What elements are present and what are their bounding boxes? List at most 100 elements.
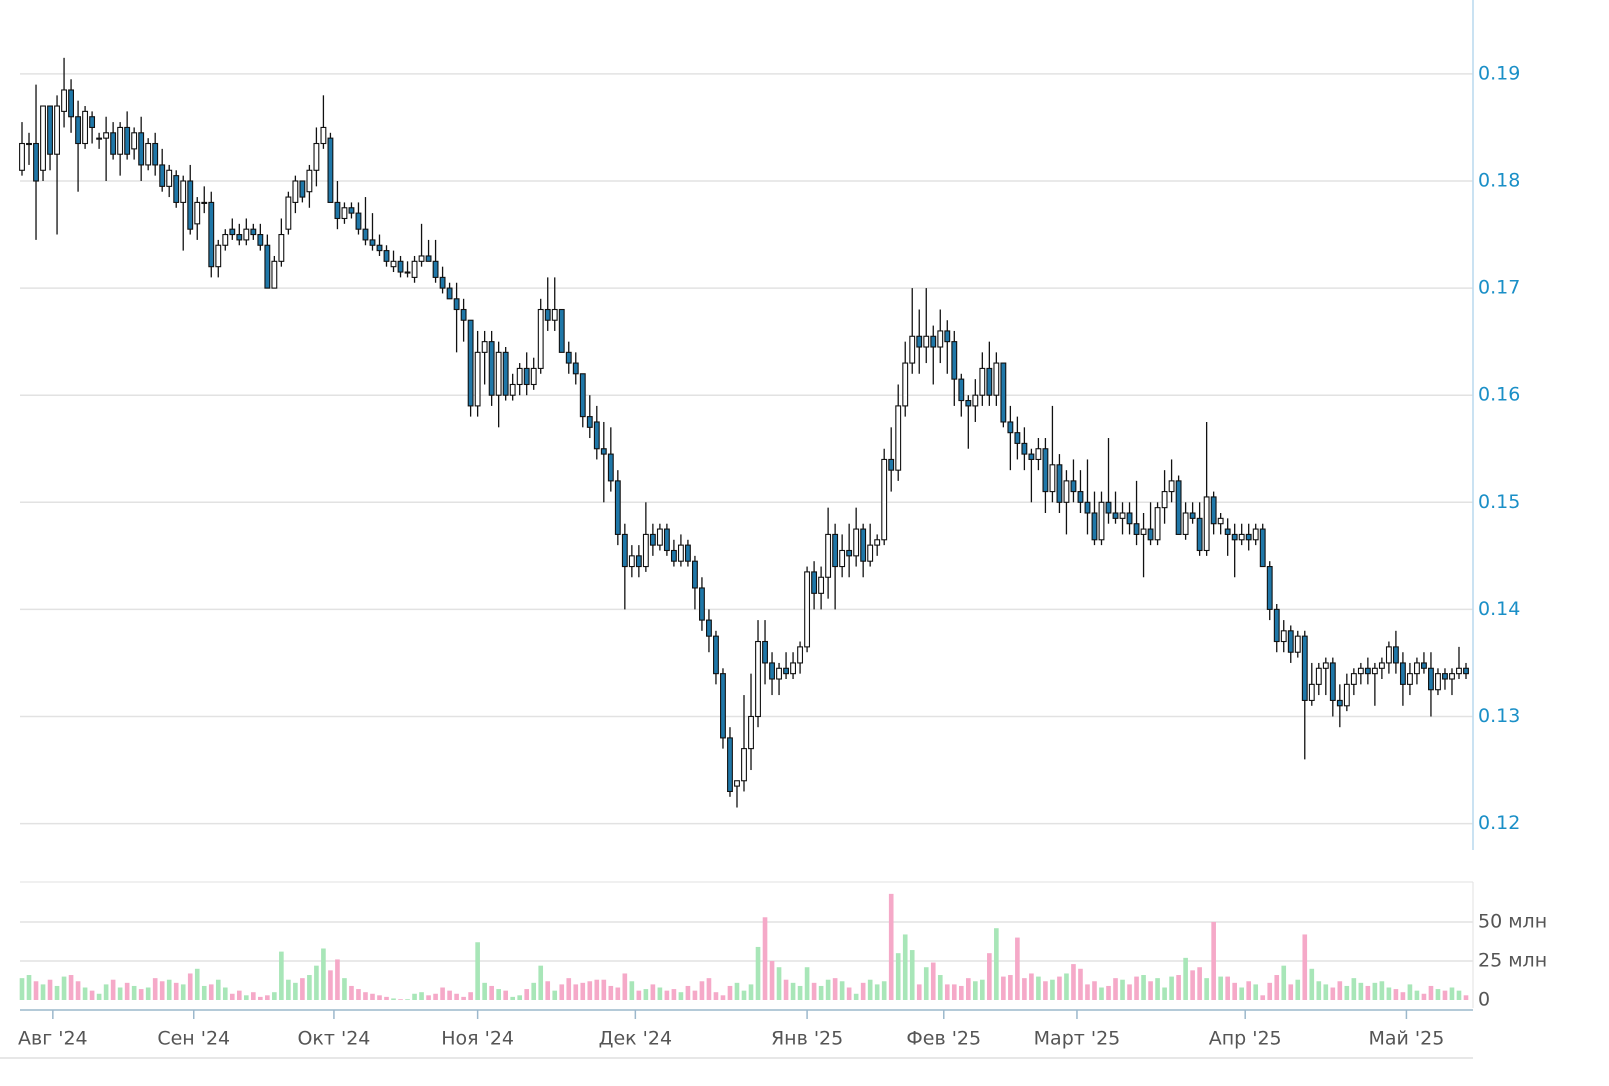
volume-bar bbox=[1407, 984, 1413, 1000]
volume-bar bbox=[594, 979, 600, 1000]
volume-bar bbox=[1358, 982, 1364, 1000]
candle-body bbox=[727, 737, 733, 793]
candle-body bbox=[586, 416, 593, 428]
candle-body bbox=[839, 549, 846, 568]
volume-bar bbox=[832, 978, 838, 1000]
volume-bar bbox=[1064, 973, 1069, 1000]
volume-bar bbox=[538, 965, 544, 1000]
volume-bar bbox=[468, 992, 473, 1000]
volume-bar bbox=[1078, 968, 1083, 1000]
candle-body bbox=[986, 367, 993, 396]
volume-bar bbox=[19, 978, 25, 1000]
labels: 0.12 0.13 0.14 0.15 0.16 0.17 0.18 0.19 0 25 млн 5… bbox=[18, 62, 1547, 1049]
y-tick-label: 0.18 bbox=[1478, 169, 1520, 191]
candle-body bbox=[1252, 528, 1259, 541]
volume-bar bbox=[531, 982, 537, 1000]
candle-body bbox=[853, 528, 860, 557]
candle-body bbox=[600, 448, 607, 455]
candle-body bbox=[1336, 699, 1343, 707]
candle-body bbox=[1056, 464, 1063, 503]
volume-bar bbox=[194, 968, 200, 1000]
candle-body bbox=[61, 89, 67, 112]
candle-body bbox=[292, 180, 299, 203]
volume-bar bbox=[370, 993, 375, 1000]
volume-bar bbox=[1442, 990, 1448, 1000]
volume-bar bbox=[1197, 967, 1202, 1000]
volume-bar bbox=[461, 996, 466, 1000]
volume-bar bbox=[1155, 978, 1160, 1000]
candle-body bbox=[1245, 533, 1252, 541]
candle-body bbox=[271, 260, 278, 289]
volume-bar bbox=[356, 989, 361, 1000]
candle-body bbox=[818, 576, 825, 594]
volume-bar bbox=[1085, 984, 1090, 1000]
volume-bar bbox=[650, 984, 656, 1000]
volume-bar bbox=[215, 979, 221, 1000]
volume-bar bbox=[47, 979, 53, 1000]
candle-body bbox=[1168, 480, 1175, 493]
candle-body bbox=[621, 533, 628, 568]
volume-bar bbox=[1036, 976, 1041, 1000]
volume-bar bbox=[1120, 979, 1125, 1000]
volume-bar bbox=[1029, 973, 1034, 1000]
candle-body bbox=[1084, 501, 1091, 514]
volume-bar bbox=[1351, 978, 1357, 1000]
volume-bar bbox=[1225, 976, 1230, 1000]
volume-bar bbox=[1183, 957, 1188, 1000]
candle-body bbox=[565, 351, 572, 364]
volume-bar bbox=[159, 981, 165, 1000]
volume-bar bbox=[328, 970, 333, 1000]
candle-body bbox=[1428, 667, 1434, 691]
volume-bar bbox=[776, 967, 782, 1000]
grid bbox=[20, 73, 1473, 962]
volume-bar bbox=[685, 985, 691, 1000]
volume-bar bbox=[229, 993, 235, 1000]
candle-body bbox=[1421, 662, 1427, 669]
candle-body bbox=[846, 549, 853, 557]
volume-bar bbox=[973, 981, 978, 1000]
candle-body bbox=[1210, 496, 1217, 525]
candle-body bbox=[460, 308, 467, 321]
candle-body bbox=[1091, 512, 1098, 541]
candle-body bbox=[201, 201, 208, 204]
candle-body bbox=[1343, 683, 1350, 707]
volume-bar bbox=[944, 984, 950, 1000]
x-tick-label: Май '25 bbox=[1369, 1028, 1445, 1050]
volume-bar bbox=[222, 987, 228, 1000]
candle-body bbox=[257, 233, 264, 246]
volume-bar bbox=[916, 984, 922, 1000]
candle-body bbox=[1217, 517, 1224, 525]
volume-bar bbox=[818, 985, 824, 1000]
volume-bar bbox=[1071, 964, 1076, 1000]
volume-bar bbox=[440, 987, 445, 1000]
volume-bar bbox=[377, 995, 382, 1000]
candle-body bbox=[1322, 662, 1329, 669]
candle-body bbox=[327, 137, 334, 203]
candle-body bbox=[390, 260, 397, 268]
candle-body bbox=[874, 539, 881, 546]
candle-body bbox=[1070, 480, 1077, 493]
candle-body bbox=[1007, 421, 1014, 434]
volume-bar bbox=[559, 984, 565, 1000]
volume-bar bbox=[1162, 987, 1167, 1000]
volume-bar bbox=[706, 978, 712, 1000]
volume-bar bbox=[1463, 995, 1469, 1000]
volume-bar bbox=[1414, 990, 1420, 1000]
candle-body bbox=[720, 673, 726, 739]
y-tick-label: 0.14 bbox=[1478, 598, 1520, 620]
volume-bar bbox=[874, 984, 880, 1000]
candle-body bbox=[1126, 512, 1133, 525]
candle-body bbox=[215, 244, 222, 268]
volume-bar bbox=[54, 985, 60, 1000]
candle-body bbox=[1161, 491, 1168, 509]
volume-bar bbox=[117, 987, 123, 1000]
volume-bar bbox=[1288, 984, 1294, 1000]
candle-body bbox=[117, 126, 124, 155]
candle-body bbox=[909, 335, 916, 364]
candle-body bbox=[663, 528, 670, 552]
volume-bar bbox=[804, 967, 810, 1000]
volume-bar bbox=[1295, 979, 1301, 1000]
candle-body bbox=[1224, 528, 1231, 535]
candle-body bbox=[649, 533, 656, 546]
